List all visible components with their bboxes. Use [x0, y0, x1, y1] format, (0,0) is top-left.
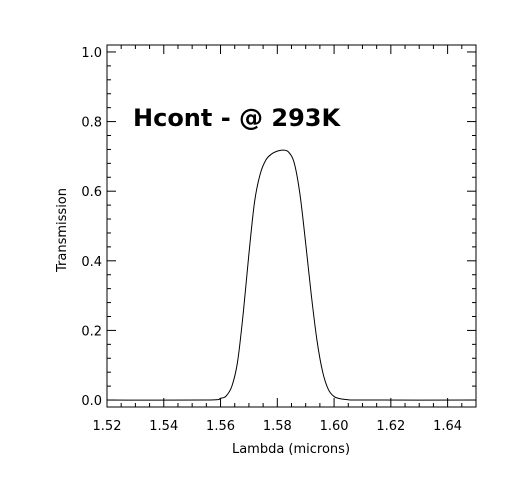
- x-tick-label: 1.62: [376, 419, 405, 434]
- chart-annotation: Hcont - @ 293K: [133, 104, 341, 132]
- y-tick-label: 0.4: [81, 255, 102, 270]
- plot-frame: [106, 44, 477, 408]
- y-tick-label: 0.6: [81, 185, 102, 200]
- x-tick-label: 1.56: [206, 419, 235, 434]
- x-tick-label: 1.58: [263, 419, 292, 434]
- x-tick-label: 1.64: [433, 419, 462, 434]
- series-line: [106, 149, 477, 401]
- x-axis-label: Lambda (microns): [232, 442, 350, 457]
- y-tick-label: 0.8: [81, 116, 102, 131]
- y-tick-label: 0.2: [81, 324, 102, 339]
- x-tick-label: 1.52: [93, 419, 122, 434]
- y-tick-label: 0.0: [81, 394, 102, 409]
- y-tick-label: 1.0: [81, 46, 102, 61]
- x-tick-label: 1.60: [320, 419, 349, 434]
- x-axis-ticks: 1.52 1.54 1.56 1.58 1.60 1.62 1.64: [93, 45, 477, 434]
- y-axis-label: Transmission: [55, 188, 70, 273]
- y-axis-ticks: 0.0 0.2 0.4 0.6 0.8 1.0: [81, 46, 476, 409]
- x-tick-label: 1.54: [149, 419, 178, 434]
